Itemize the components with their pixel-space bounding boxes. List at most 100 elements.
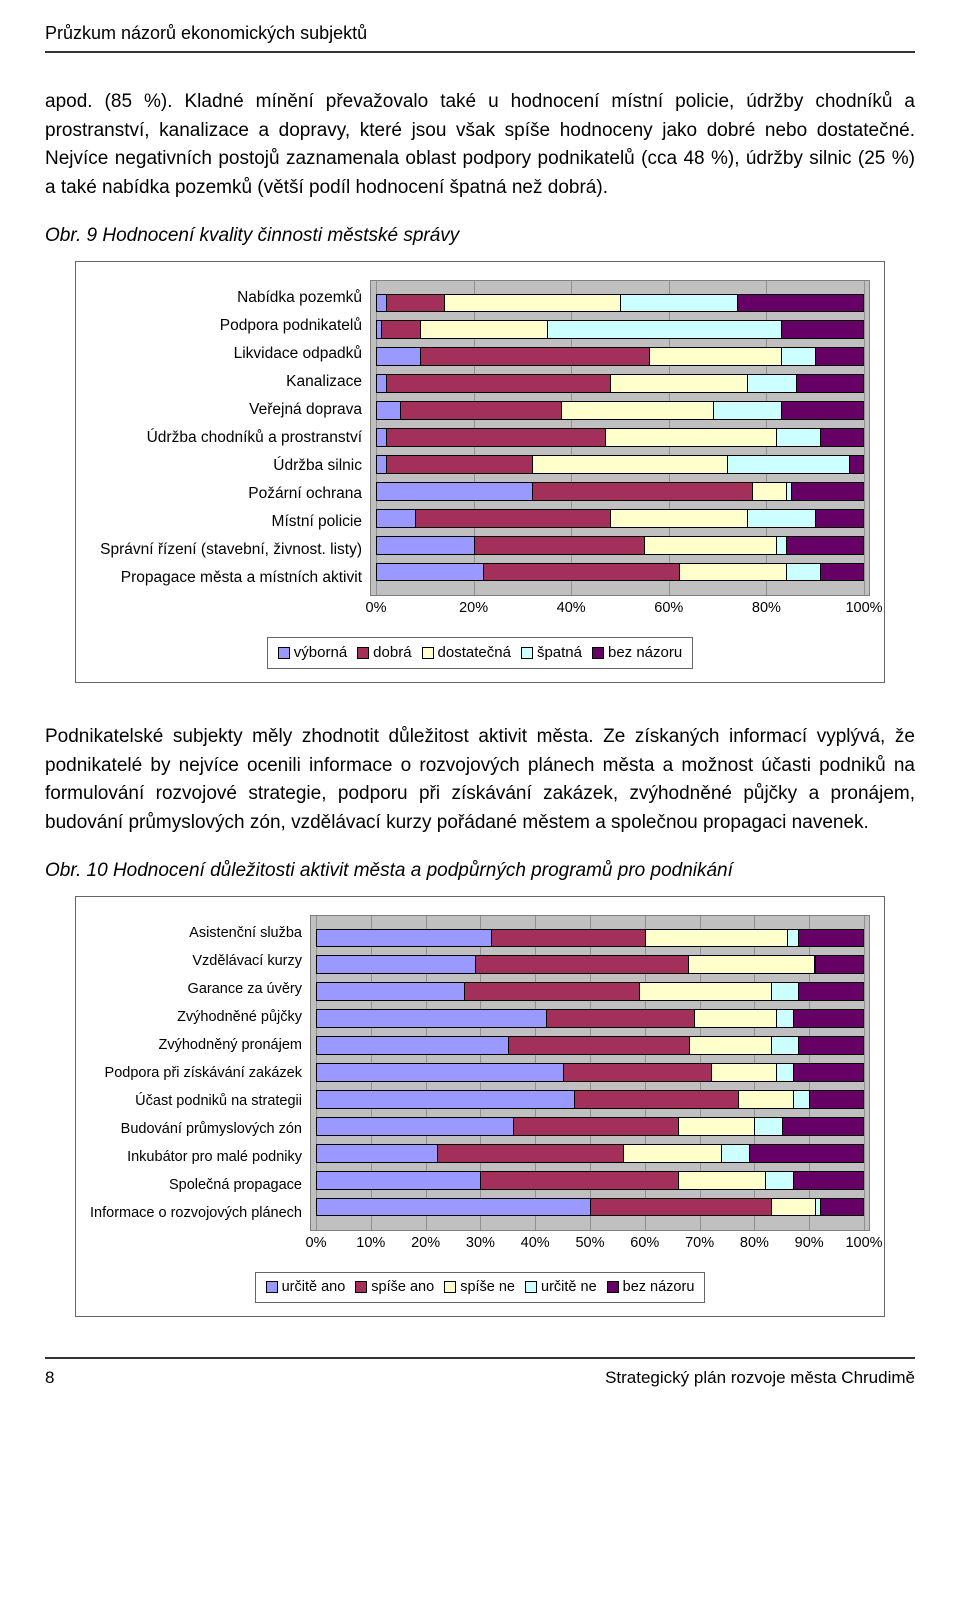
chart-bar-segment: [546, 1009, 694, 1028]
chart-category-label: Podpora podnikatelů: [90, 316, 370, 336]
chart-bar-segment: [688, 955, 814, 974]
chart-bar-segment: [737, 294, 864, 313]
chart-bar-segment: [711, 1063, 777, 1082]
legend-swatch: [266, 1281, 278, 1293]
chart-bar: [316, 1036, 864, 1055]
legend-swatch: [444, 1281, 456, 1293]
legend-item: výborná: [278, 642, 347, 665]
chart-bar-segment: [444, 294, 620, 313]
chart-bar-segment: [782, 1117, 864, 1136]
legend-item: spíše ano: [355, 1277, 434, 1299]
axis-tick: 40%: [557, 598, 586, 620]
chart-bar-segment: [491, 929, 644, 948]
legend-swatch: [521, 647, 533, 659]
chart-bar: [316, 955, 864, 974]
chart-1-legend: výbornádobrádostatečnášpatnábez názoru: [267, 637, 693, 670]
chart-category-label: Veřejná doprava: [90, 400, 370, 420]
chart-bar-segment: [771, 982, 798, 1001]
axis-tick: 100%: [845, 1233, 882, 1255]
chart-bar-segment: [776, 1009, 792, 1028]
legend-item: určitě ano: [266, 1277, 346, 1299]
chart-bar: [316, 1144, 864, 1163]
chart-bar-segment: [747, 374, 796, 393]
chart-bar-segment: [771, 1198, 815, 1217]
chart-bar-segment: [793, 1090, 809, 1109]
chart-bar-segment: [815, 509, 864, 528]
chart-category-label: Likvidace odpadků: [90, 344, 370, 364]
chart-bar-segment: [316, 1090, 574, 1109]
chart-bar-segment: [771, 1036, 798, 1055]
chart-bar-segment: [532, 482, 752, 501]
paragraph-1: apod. (85 %). Kladné mínění převažovalo …: [45, 88, 915, 202]
chart-bar-segment: [376, 428, 386, 447]
chart-bar-segment: [376, 294, 386, 313]
chart-bar: [316, 1198, 864, 1217]
chart-bar-segment: [381, 320, 420, 339]
chart-category-label: Účast podniků na strategii: [90, 1091, 310, 1111]
chart-bar-segment: [727, 455, 849, 474]
chart-category-label: Inkubátor pro malé podniky: [90, 1147, 310, 1167]
chart-bar-segment: [590, 1198, 771, 1217]
chart-bar-segment: [623, 1144, 722, 1163]
chart-bar-segment: [610, 374, 747, 393]
chart-bar: [316, 1063, 864, 1082]
page-number: 8: [45, 1365, 54, 1391]
chart-bar-segment: [776, 536, 786, 555]
chart-category-label: Společná propagace: [90, 1175, 310, 1195]
chart-bar-segment: [376, 536, 474, 555]
chart-bar-segment: [475, 955, 688, 974]
chart-bar-segment: [815, 955, 864, 974]
header-rule: [45, 51, 915, 53]
chart-bar-segment: [645, 929, 787, 948]
chart-bar-segment: [793, 1009, 864, 1028]
caption-chart-1: Obr. 9 Hodnocení kvality činnosti městsk…: [45, 222, 915, 251]
axis-tick: 40%: [521, 1233, 550, 1255]
chart-bar-segment: [376, 401, 400, 420]
chart-bar: [376, 536, 864, 555]
chart-bar-segment: [781, 347, 815, 366]
chart-bar-segment: [793, 1171, 864, 1190]
chart-category-label: Podpora při získávání zakázek: [90, 1063, 310, 1083]
chart-category-label: Místní policie: [90, 512, 370, 532]
chart-bar-segment: [820, 428, 864, 447]
chart-bar-segment: [561, 401, 712, 420]
axis-tick: 60%: [630, 1233, 659, 1255]
legend-item: špatná: [521, 642, 582, 665]
chart-bar: [316, 982, 864, 1001]
chart-bar-segment: [620, 294, 737, 313]
chart-bar-segment: [400, 401, 561, 420]
chart-bar: [376, 482, 864, 501]
legend-swatch: [525, 1281, 537, 1293]
chart-bar-segment: [820, 1198, 864, 1217]
chart-category-label: Garance za úvěry: [90, 979, 310, 999]
legend-swatch: [355, 1281, 367, 1293]
chart-bar: [316, 1117, 864, 1136]
chart-bar-segment: [574, 1090, 738, 1109]
chart-bar-segment: [480, 1171, 677, 1190]
chart-bar-segment: [752, 482, 786, 501]
chart-bar-segment: [474, 536, 645, 555]
chart-bar-segment: [386, 455, 532, 474]
axis-tick: 80%: [752, 598, 781, 620]
chart-bar-segment: [776, 428, 820, 447]
chart-bar-segment: [793, 1063, 864, 1082]
chart-2: Asistenční službaVzdělávací kurzyGarance…: [75, 896, 885, 1318]
chart-bar: [316, 929, 864, 948]
chart-bar-segment: [563, 1063, 711, 1082]
chart-bar-segment: [386, 294, 445, 313]
chart-bar: [376, 428, 864, 447]
chart-bar-segment: [316, 1063, 563, 1082]
chart-bar-segment: [376, 482, 532, 501]
chart-category-label: Budování průmyslových zón: [90, 1119, 310, 1139]
chart-bar: [376, 320, 864, 339]
chart-bar-segment: [420, 347, 649, 366]
axis-tick: 0%: [306, 1233, 327, 1255]
axis-tick: 0%: [366, 598, 387, 620]
chart-category-label: Správní řízení (stavební, živnost. listy…: [90, 540, 370, 560]
chart-bar-segment: [316, 982, 464, 1001]
axis-tick: 90%: [795, 1233, 824, 1255]
chart-bar-segment: [678, 1117, 755, 1136]
chart-bar-segment: [721, 1144, 748, 1163]
caption-chart-2: Obr. 10 Hodnocení důležitosti aktivit mě…: [45, 857, 915, 886]
chart-bar-segment: [639, 982, 771, 1001]
